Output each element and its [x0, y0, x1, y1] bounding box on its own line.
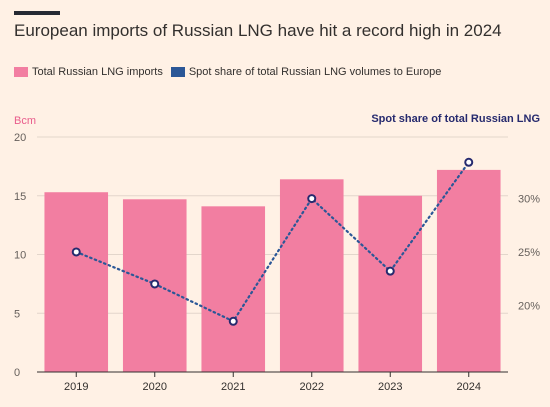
legend-item-spot-share: Spot share of total Russian LNG volumes … — [170, 66, 442, 78]
chart-title: European imports of Russian LNG have hit… — [14, 21, 502, 40]
spot-share-point — [464, 157, 474, 167]
bar — [44, 192, 109, 372]
spot-share-line — [75, 161, 470, 323]
x-tick-label: 2024 — [457, 381, 481, 393]
legend: Total Russian LNG imports Spot share of … — [14, 66, 449, 78]
y-tick-label-left: 0 — [14, 367, 20, 379]
y-tick-label-left: 15 — [14, 191, 26, 203]
header-rule — [14, 11, 60, 15]
bar — [201, 206, 266, 372]
y-tick-label-left: 5 — [14, 308, 20, 320]
y-tick-label-right: 30% — [518, 194, 540, 206]
y-tick-label-right: 20% — [518, 300, 540, 312]
bar — [279, 179, 344, 372]
legend-swatch-spot-share — [170, 67, 185, 77]
y-tick-label-left: 10 — [14, 250, 26, 262]
spot-share-point — [71, 247, 81, 257]
x-tick-label: 2019 — [64, 381, 88, 393]
y-tick-label-right: 25% — [518, 247, 540, 259]
right-axis-label: Spot share of total Russian LNG — [371, 113, 540, 125]
x-tick-label: 2023 — [378, 381, 402, 393]
bar — [358, 195, 423, 372]
y-tick-label-left: 20 — [14, 132, 26, 144]
legend-item-imports: Total Russian LNG imports — [14, 66, 163, 78]
left-axis-label: Bcm — [14, 115, 36, 127]
legend-swatch-imports — [14, 67, 28, 77]
bar — [436, 169, 501, 372]
spot-share-point — [307, 194, 317, 204]
spot-share-point — [385, 266, 395, 276]
legend-label-spot-share: Spot share of total Russian LNG volumes … — [188, 66, 442, 78]
spot-share-point — [228, 316, 238, 326]
x-tick-label: 2022 — [300, 381, 324, 393]
legend-label-imports: Total Russian LNG imports — [32, 66, 163, 78]
x-tick-label: 2021 — [221, 381, 245, 393]
spot-share-point — [150, 279, 160, 289]
x-tick-label: 2020 — [143, 381, 167, 393]
